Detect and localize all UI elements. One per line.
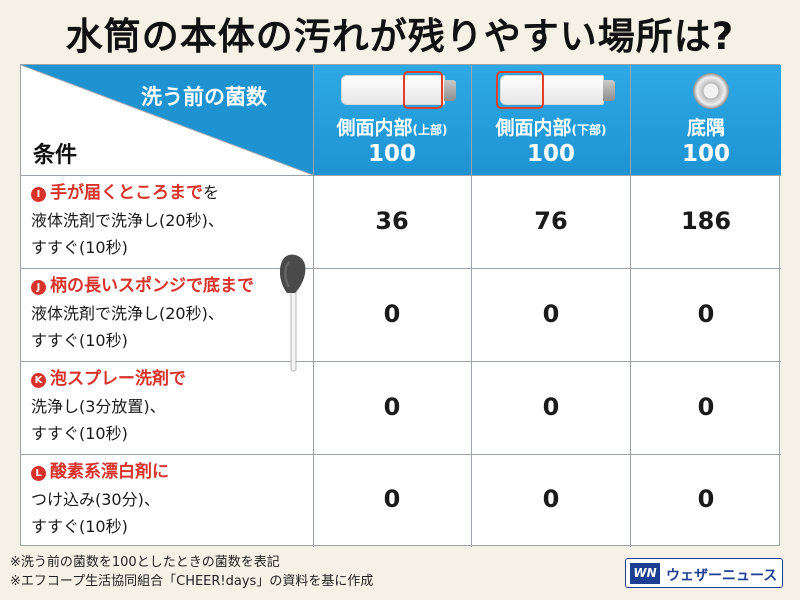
value-cell: 0 <box>542 393 560 421</box>
value-cell: 0 <box>383 300 401 328</box>
value-cell: 0 <box>542 300 560 328</box>
upper-area-highlight <box>403 71 443 109</box>
condition-cell-J: J 柄の長いスポンジで底まで 液体洗剤で洗浄し(20秒)、 すすぐ(10秒) <box>31 272 254 354</box>
condition-line: 液体洗剤で洗浄し(20秒)、 <box>31 304 224 323</box>
value-cell: 0 <box>542 485 560 513</box>
column-header-upper: 側面内部(上部) 100 <box>313 65 471 175</box>
condition-head: 柄の長いスポンジで底まで <box>50 276 254 296</box>
footnotes: ※洗う前の菌数を100としたときの菌数を表記 ※エフコープ生活協同組合「CHEE… <box>10 553 373 591</box>
column-header-lower: 側面内部(下部) 100 <box>472 65 630 175</box>
header-corner-cell: 洗う前の菌数 条件 <box>21 65 313 175</box>
logo-text: ウェザーニュース <box>666 568 778 584</box>
condition-line: 液体洗剤で洗浄し(20秒)、 <box>31 211 224 230</box>
column-header-bottom: 底隅 100 <box>631 65 781 175</box>
value-cell: 36 <box>375 207 409 235</box>
column-sub: (下部) <box>571 123 607 137</box>
condition-line: すすぐ(10秒) <box>31 331 128 350</box>
value-cell: 0 <box>383 393 401 421</box>
condition-badge: I <box>31 187 46 202</box>
value-cell: 76 <box>534 207 568 235</box>
condition-cell-I: I 手が届くところまでを 液体洗剤で洗浄し(20秒)、 すすぐ(10秒) <box>31 179 224 261</box>
condition-line: つけ込み(30分)、 <box>31 490 160 509</box>
condition-badge: J <box>31 280 46 295</box>
condition-head: 酸素系漂白剤に <box>50 462 169 482</box>
table-header: 洗う前の菌数 条件 側面内部(上部) 100 側面内部(下部) 100 底隅 1… <box>21 65 781 175</box>
bottle-upper-icon <box>341 75 456 105</box>
value-cell: 0 <box>383 485 401 513</box>
footnote: ※エフコープ生活協同組合「CHEER!days」の資料を基に作成 <box>10 574 374 589</box>
value-cell: 186 <box>680 207 732 235</box>
footnote: ※洗う前の菌数を100としたときの菌数を表記 <box>10 555 280 570</box>
lower-area-highlight <box>496 71 544 109</box>
sponge-brush-icon <box>279 254 306 372</box>
column-base-count: 100 <box>681 141 730 167</box>
corner-split-graphic <box>21 65 313 175</box>
header-condition-label: 条件 <box>33 143 78 168</box>
column-name: 底隅 <box>686 117 725 139</box>
column-base-count: 100 <box>367 141 416 167</box>
column-name: 側面内部 <box>495 117 572 139</box>
condition-head: 泡スプレー洗剤で <box>50 369 186 389</box>
column-name: 側面内部 <box>336 117 413 139</box>
condition-head-suffix: を <box>203 183 220 202</box>
condition-badge: L <box>31 466 46 481</box>
value-cell: 0 <box>697 393 715 421</box>
condition-line: 洗浄し(3分放置)、 <box>31 397 166 416</box>
condition-badge: K <box>31 373 46 388</box>
column-base-count: 100 <box>526 141 575 167</box>
logo-mark: WN <box>630 563 660 584</box>
value-cell: 0 <box>697 485 715 513</box>
condition-head: 手が届くところまで <box>50 183 203 203</box>
condition-line: すすぐ(10秒) <box>31 238 128 257</box>
comparison-table: 洗う前の菌数 条件 側面内部(上部) 100 側面内部(下部) 100 底隅 1… <box>20 64 781 547</box>
bottle-bottom-icon <box>693 73 729 109</box>
page-title: 水筒の本体の汚れが残りやすい場所は? <box>65 15 735 58</box>
condition-cell-K: K 泡スプレー洗剤で 洗浄し(3分放置)、 すすぐ(10秒) <box>31 365 186 447</box>
column-sub: (上部) <box>412 123 448 137</box>
bottle-lower-icon <box>500 75 615 105</box>
condition-line: すすぐ(10秒) <box>31 424 128 443</box>
weathernews-logo: WN ウェザーニュース <box>625 558 783 588</box>
header-before-count-label: 洗う前の菌数 <box>141 85 267 109</box>
condition-cell-L: L 酸素系漂白剤に つけ込み(30分)、 すすぐ(10秒) <box>31 458 169 540</box>
value-cell: 0 <box>697 300 715 328</box>
condition-line: すすぐ(10秒) <box>31 517 128 536</box>
